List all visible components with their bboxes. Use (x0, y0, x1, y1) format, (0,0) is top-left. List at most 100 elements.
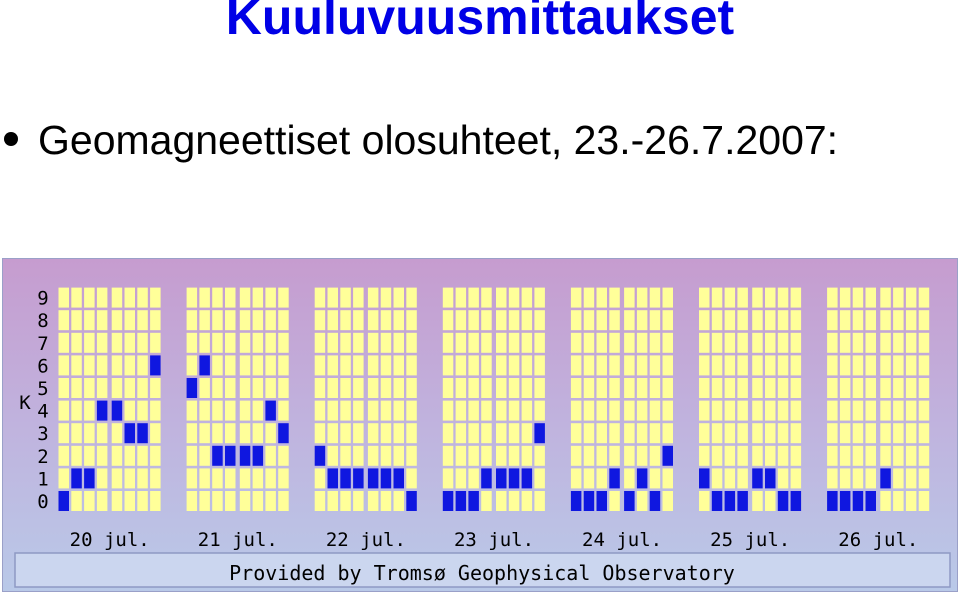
grid-cell (724, 287, 736, 308)
grid-cell (468, 468, 479, 489)
grid-cell (777, 423, 789, 444)
grid-cell (790, 378, 802, 398)
grid-cell (252, 355, 264, 376)
grid-cell (839, 423, 851, 444)
grid-cell (340, 287, 351, 308)
grid-cell (852, 310, 864, 331)
grid-cell (58, 445, 69, 466)
grid-cell (508, 445, 520, 466)
grid-cell (468, 445, 479, 466)
grid-cell (278, 491, 289, 511)
grid-cell (699, 445, 710, 466)
grid-cell (278, 355, 289, 376)
grid-cell (737, 400, 748, 421)
k-value-bar (737, 491, 748, 511)
grid-cell (96, 310, 108, 331)
grid-cell (71, 423, 82, 444)
grid-cell (496, 378, 507, 398)
grid-cell (265, 423, 276, 444)
grid-cell (636, 332, 648, 353)
grid-cell (137, 378, 148, 398)
grid-cell (496, 423, 507, 444)
grid-cell (737, 378, 748, 398)
k-value-bar (777, 491, 789, 511)
grid-cell (521, 423, 533, 444)
grid-cell (314, 287, 326, 308)
grid-cell (71, 378, 82, 398)
k-value-bar (596, 491, 607, 511)
grid-cell (496, 400, 507, 421)
x-tick-label: 20 jul. (70, 529, 150, 551)
grid-cell (596, 400, 607, 421)
grid-cell (367, 423, 379, 444)
grid-cell (839, 468, 851, 489)
grid-cell (327, 287, 338, 308)
grid-cell (880, 491, 891, 511)
grid-cell (111, 378, 123, 398)
grid-cell (481, 445, 492, 466)
grid-cell (84, 355, 95, 376)
y-tick-label: 2 (37, 446, 48, 468)
grid-cell (225, 378, 236, 398)
k-value-bar (880, 468, 891, 489)
grid-cell (71, 355, 82, 376)
grid-cell (265, 355, 276, 376)
grid-cell (508, 287, 520, 308)
grid-cell (212, 468, 223, 489)
grid-cell (455, 445, 467, 466)
grid-cell (71, 310, 82, 331)
grid-cell (752, 423, 763, 444)
k-value-bar (252, 445, 264, 466)
grid-cell (406, 468, 417, 489)
y-tick-label: 4 (37, 401, 48, 423)
grid-cell (905, 332, 917, 353)
grid-cell (406, 332, 417, 353)
grid-cell (827, 310, 838, 331)
grid-cell (521, 491, 533, 511)
grid-cell (839, 332, 851, 353)
grid-cell (239, 423, 251, 444)
grid-cell (880, 423, 891, 444)
grid-cell (827, 468, 838, 489)
grid-cell (199, 445, 210, 466)
grid-cell (839, 445, 851, 466)
grid-cell (699, 378, 710, 398)
grid-cell (893, 491, 904, 511)
grid-cell (918, 423, 930, 444)
grid-cell (765, 423, 776, 444)
k-value-bar (827, 491, 838, 511)
grid-cell (752, 355, 763, 376)
k-value-bar (239, 445, 251, 466)
k-value-bar (570, 491, 582, 511)
grid-cell (649, 310, 661, 331)
grid-cell (711, 423, 723, 444)
grid-cell (442, 378, 454, 398)
grid-cell (852, 378, 864, 398)
grid-cell (252, 491, 264, 511)
grid-cell (212, 378, 223, 398)
grid-cell (852, 423, 864, 444)
grid-cell (865, 378, 876, 398)
grid-cell (752, 491, 763, 511)
grid-cell (212, 332, 223, 353)
grid-cell (570, 423, 582, 444)
grid-cell (380, 423, 392, 444)
grid-cell (508, 423, 520, 444)
k-value-bar (508, 468, 520, 489)
grid-cell (521, 400, 533, 421)
x-tick-label: 21 jul. (198, 529, 278, 551)
grid-cell (534, 400, 545, 421)
grid-cell (596, 468, 607, 489)
grid-cell (583, 400, 595, 421)
grid-cell (212, 491, 223, 511)
grid-cell (150, 445, 161, 466)
k-value-bar (711, 491, 723, 511)
grid-cell (508, 378, 520, 398)
grid-cell (380, 445, 392, 466)
grid-cell (199, 491, 210, 511)
grid-cell (442, 287, 454, 308)
grid-cell (212, 400, 223, 421)
grid-cell (278, 287, 289, 308)
grid-cell (583, 423, 595, 444)
grid-cell (367, 378, 379, 398)
